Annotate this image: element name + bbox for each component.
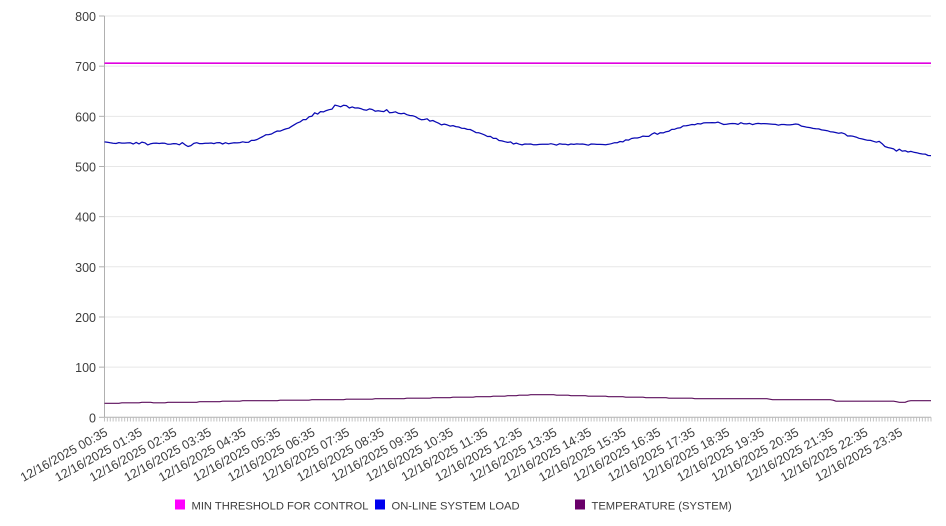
svg-text:500: 500 (75, 160, 96, 174)
svg-text:400: 400 (75, 211, 96, 225)
svg-text:300: 300 (75, 261, 96, 275)
svg-text:200: 200 (75, 311, 96, 325)
svg-text:0: 0 (89, 411, 96, 425)
svg-text:MIN THRESHOLD FOR CONTROL: MIN THRESHOLD FOR CONTROL (192, 500, 369, 512)
svg-text:800: 800 (75, 10, 96, 24)
svg-text:600: 600 (75, 110, 96, 124)
svg-text:700: 700 (75, 60, 96, 74)
svg-text:ON-LINE SYSTEM LOAD: ON-LINE SYSTEM LOAD (392, 500, 520, 512)
svg-text:100: 100 (75, 361, 96, 375)
svg-text:TEMPERATURE (SYSTEM): TEMPERATURE (SYSTEM) (592, 500, 733, 512)
